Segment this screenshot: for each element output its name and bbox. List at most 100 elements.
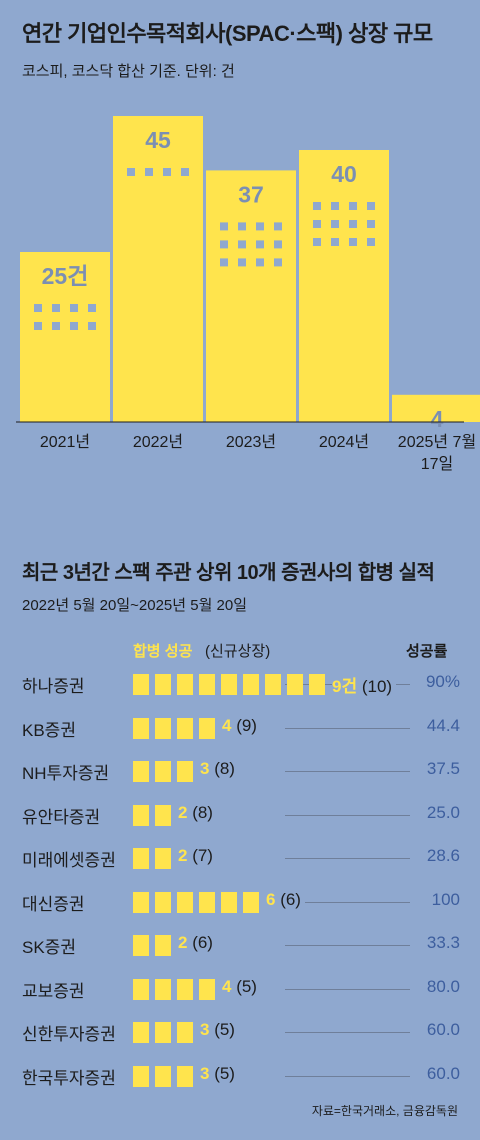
listing-count-label: (6): [187, 933, 213, 952]
success-rate-label: 37.5: [426, 759, 460, 778]
success-count-label: 2: [178, 846, 188, 865]
bar-window-0-1-0: [34, 322, 42, 330]
section-title: 최근 3년간 스팩 주관 상위 10개 증권사의 합병 실적: [22, 562, 435, 584]
bar-value-label-0: 25건: [42, 263, 89, 289]
success-count-label: 2: [178, 933, 188, 952]
bar-window-2-1-0: [220, 240, 228, 249]
underwriter-row: 한국투자증권 3 (5) 60.0: [0, 1058, 480, 1094]
result-label: 4 (9): [222, 715, 261, 736]
bar-3: [299, 150, 389, 422]
success-square: [177, 674, 193, 695]
success-square: [133, 761, 149, 782]
bar-window-1-0-2: [163, 168, 171, 176]
bar-window-2-0-0: [220, 222, 228, 231]
bar-window-3-2-1: [331, 238, 339, 246]
success-rate-label: 60.0: [426, 1063, 460, 1083]
result-label: 2 (7): [178, 846, 217, 866]
bar-window-0-0-3: [88, 304, 96, 312]
success-square: [155, 891, 171, 913]
bar-window-2-0-1: [238, 222, 246, 231]
underwriter-name: 유안타증권: [22, 807, 101, 827]
success-square: [177, 891, 193, 913]
row-leader-line: [285, 1032, 410, 1033]
underwriter-row: SK증권 2 (6) 33.3: [0, 927, 480, 963]
legend-listing: (신규상장): [205, 643, 271, 660]
bar-value-label-2: 37: [238, 181, 264, 207]
success-square: [133, 1022, 149, 1043]
success-square: [133, 978, 149, 1000]
year-label-1: 2022년: [132, 434, 184, 451]
underwriter-row: 대신증권 6 (6) 100: [0, 884, 480, 920]
bar-window-2-2-2: [256, 258, 264, 267]
bar-window-0-0-2: [70, 304, 78, 312]
bar-window-3-0-1: [331, 202, 339, 210]
listing-count-label: (8): [187, 802, 213, 822]
success-square: [265, 674, 281, 695]
underwriter-row: 신한투자증권 3 (5) 60.0: [0, 1014, 480, 1050]
chart-title: 연간 기업인수목적회사(SPAC·스팩) 상장 규모: [22, 21, 433, 46]
result-label: 9건 (10): [332, 672, 397, 697]
success-rate-label: 28.6: [426, 846, 460, 865]
bar-window-2-2-1: [238, 258, 246, 267]
rate-column-header: 성공률: [406, 643, 448, 660]
success-rate-label: 90%: [425, 672, 460, 691]
success-square: [287, 674, 303, 695]
row-leader-line: [285, 988, 410, 990]
row-leader-line: [285, 945, 410, 946]
listing-count-label: (10): [357, 677, 393, 696]
underwriter-row: 미래에셋증권 2 (7) 28.6: [0, 840, 480, 876]
bar-window-3-2-2: [349, 238, 357, 246]
bar-window-2-2-3: [274, 258, 282, 267]
row-leader-line: [285, 858, 410, 859]
result-label: 6 (6): [266, 889, 305, 910]
success-count-label: 2: [178, 802, 188, 822]
success-rate-label: 33.3: [426, 933, 460, 952]
legend-success: 합병 성공: [133, 643, 193, 660]
bar-window-2-0-3: [274, 222, 282, 231]
underwriter-name: 하나증권: [22, 677, 85, 696]
bar-window-0-0-0: [34, 304, 42, 312]
bar-window-3-1-1: [331, 220, 339, 228]
listing-count-label: (5): [209, 1020, 235, 1039]
bar-window-3-0-2: [349, 202, 357, 210]
underwriter-row: 교보증권 4 (5) 80.0: [0, 971, 480, 1007]
success-count-label: 3: [200, 1020, 210, 1039]
success-square: [155, 804, 171, 826]
success-square: [133, 717, 149, 739]
success-square: [177, 761, 193, 782]
bar-value-label-3: 40: [331, 161, 357, 187]
listing-count-label: (9): [231, 715, 257, 735]
bar-window-3-1-2: [349, 220, 357, 228]
bar-1: [113, 116, 203, 422]
underwriter-name: SK증권: [22, 938, 76, 957]
year-label-3: 2024년: [318, 434, 370, 451]
success-rate-label: 60.0: [426, 1020, 460, 1039]
bar-window-1-0-3: [181, 168, 189, 176]
success-count-label: 3: [200, 1063, 210, 1083]
row-leader-line: [285, 814, 410, 816]
bar-0: [20, 252, 110, 422]
success-square: [243, 674, 259, 695]
success-square: [221, 891, 237, 913]
success-count-label: 4: [222, 976, 232, 996]
section-subtitle: 2022년 5월 20일~2025년 5월 20일: [22, 597, 248, 614]
bar-window-1-0-1: [145, 168, 153, 176]
year-label-4: 2025년 7월 17일: [397, 434, 477, 473]
success-square: [199, 978, 215, 1000]
success-square: [133, 848, 149, 869]
underwriter-name: 신한투자증권: [22, 1025, 116, 1044]
listing-count-label: (8): [209, 759, 235, 778]
success-square: [155, 674, 171, 695]
success-square: [133, 674, 149, 695]
underwriter-name: 미래에셋증권: [22, 851, 116, 870]
result-label: 2 (6): [178, 933, 217, 953]
bar-4: [392, 394, 480, 422]
bar-window-2-0-2: [256, 222, 264, 231]
bar-window-0-0-1: [52, 304, 60, 312]
listing-count-label: (5): [209, 1063, 235, 1083]
success-square: [133, 891, 149, 913]
result-label: 3 (8): [200, 759, 239, 779]
underwriter-name: KB증권: [22, 720, 76, 740]
bar-value-label-1: 45: [145, 127, 171, 153]
underwriter-row: 유안타증권 2 (8) 25.0: [0, 797, 480, 833]
